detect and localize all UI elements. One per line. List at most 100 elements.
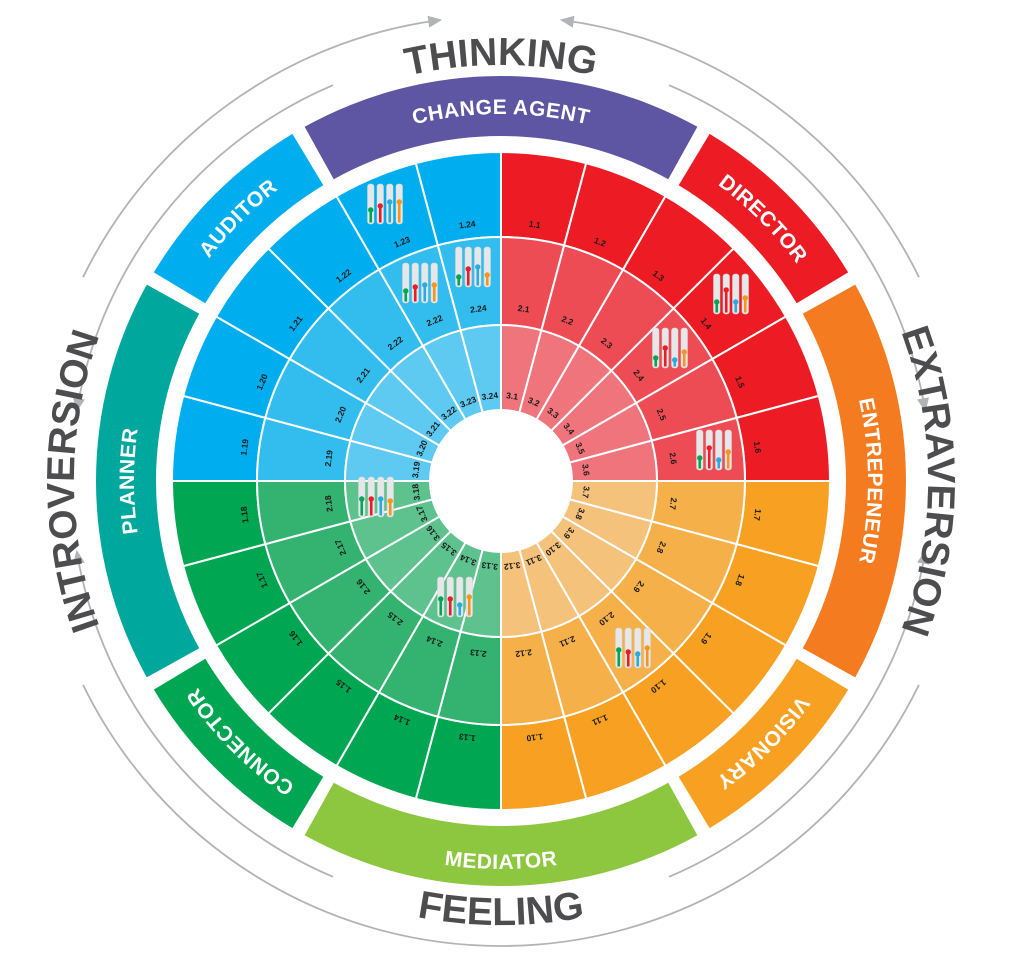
level-fill <box>466 269 470 286</box>
level-fill <box>457 277 461 286</box>
level-knob <box>716 457 722 463</box>
level-fill <box>682 352 686 367</box>
band-auditor <box>153 133 324 304</box>
arrow-arc <box>668 84 926 407</box>
level-fill <box>636 654 640 667</box>
ring3-segment-label: 3.8 <box>573 506 587 521</box>
level-knob <box>653 355 659 361</box>
level-knob <box>706 445 712 451</box>
band-label-planner: PLANNER <box>116 426 143 535</box>
level-knob <box>403 288 409 294</box>
level-knob <box>377 203 383 209</box>
level-knob <box>475 264 481 270</box>
arrowhead-icon <box>917 549 929 565</box>
level-knob <box>662 345 668 351</box>
level-fill <box>388 202 392 223</box>
ring1-segment-label: 1.18 <box>238 506 250 524</box>
ring3-segment-label: 3.13 <box>481 560 499 572</box>
ring2-segment-label: 2.12 <box>515 647 533 659</box>
level-indicator-icon <box>367 183 403 225</box>
level-knob <box>625 649 631 655</box>
arrow-arc <box>76 84 334 407</box>
ring2-segment-label: 2.6 <box>668 452 679 465</box>
direction-arrows <box>73 15 929 947</box>
level-knob <box>714 299 720 305</box>
ring2-segment-label: 2.24 <box>469 303 487 315</box>
band-mediator <box>304 782 698 886</box>
level-tube <box>367 183 375 225</box>
arrowhead-icon <box>559 15 575 28</box>
ring2-segment-label: 2.13 <box>469 647 487 659</box>
ring2-segment-label: 2.8 <box>655 540 669 555</box>
level-fill <box>617 650 621 667</box>
level-knob <box>725 449 731 455</box>
ring1-segment-label: 1.2 <box>593 235 608 249</box>
segment-rings: 1.11.21.31.41.51.61.71.81.91.101.111.101… <box>170 150 832 812</box>
level-fill <box>645 648 649 667</box>
ring1-segment-label: 1.19 <box>238 438 250 456</box>
level-knob <box>635 651 641 657</box>
ring2-segment-label: 2.7 <box>668 497 679 510</box>
level-tube <box>386 476 394 518</box>
level-fill <box>707 448 711 469</box>
level-fill <box>439 599 443 616</box>
level-knob <box>466 594 472 600</box>
ring3-segment-label: 3.6 <box>580 463 591 476</box>
level-fill <box>485 275 489 286</box>
band-connector <box>153 658 324 829</box>
level-knob <box>359 496 365 502</box>
level-fill <box>467 597 471 616</box>
ring1-segment-label: 1.5 <box>733 375 747 390</box>
level-indicator-icon <box>652 327 688 369</box>
level-fill <box>715 302 719 313</box>
level-fill <box>360 499 364 516</box>
ring3-segment-label: 3.2 <box>526 395 541 409</box>
level-fill <box>734 302 738 313</box>
band-label-text: MEDIATOR <box>444 847 559 874</box>
level-indicator-icon <box>358 476 394 518</box>
level-knob <box>447 596 453 602</box>
ring3-segment-label: 3.19 <box>410 461 422 479</box>
ring1-segment-label: 1.10 <box>526 731 544 743</box>
level-knob <box>378 496 384 502</box>
level-fill <box>717 460 721 469</box>
level-indicator-icon <box>402 262 438 304</box>
level-knob <box>438 596 444 602</box>
ring2-segment-label: 2.5 <box>655 407 669 422</box>
band-label-mediator: MEDIATOR <box>444 847 559 874</box>
ring3-segment-label: 3.18 <box>410 483 422 501</box>
level-knob <box>456 274 462 280</box>
level-knob <box>387 498 393 504</box>
ring3-segment-label: 3.5 <box>573 441 587 456</box>
category-bands: CHANGE AGENTDIRECTORENTREPENEURVISIONARY… <box>96 76 906 886</box>
level-knob <box>742 295 748 301</box>
level-fill <box>726 452 730 469</box>
level-fill <box>432 285 436 302</box>
level-knob <box>368 207 374 213</box>
arrowhead-icon <box>73 397 85 413</box>
band-label-text: PLANNER <box>116 426 142 535</box>
arrow-arc <box>565 19 920 278</box>
level-fill <box>379 499 383 516</box>
band-planner <box>96 284 200 678</box>
center-hole <box>430 410 572 552</box>
ring3-segment-label: 3.24 <box>481 390 499 402</box>
level-fill <box>369 210 373 223</box>
arrow-arc <box>82 684 920 947</box>
ring2-segment-label: 2.19 <box>323 449 335 467</box>
level-fill <box>663 348 667 367</box>
arrow-arc <box>82 19 437 278</box>
level-fill <box>413 287 417 302</box>
level-knob <box>387 199 393 205</box>
arrow-arc <box>668 555 926 878</box>
ring2-segment-label: 2.2 <box>560 314 575 328</box>
level-knob <box>723 287 729 293</box>
ring1-segment-label: 1.13 <box>458 731 476 743</box>
axis-label-text: FEELING <box>415 884 586 935</box>
level-knob <box>431 282 437 288</box>
level-fill <box>448 599 452 616</box>
level-tube <box>624 627 632 669</box>
ring1-segment-label: 1.8 <box>733 573 747 588</box>
level-knob <box>396 199 402 205</box>
